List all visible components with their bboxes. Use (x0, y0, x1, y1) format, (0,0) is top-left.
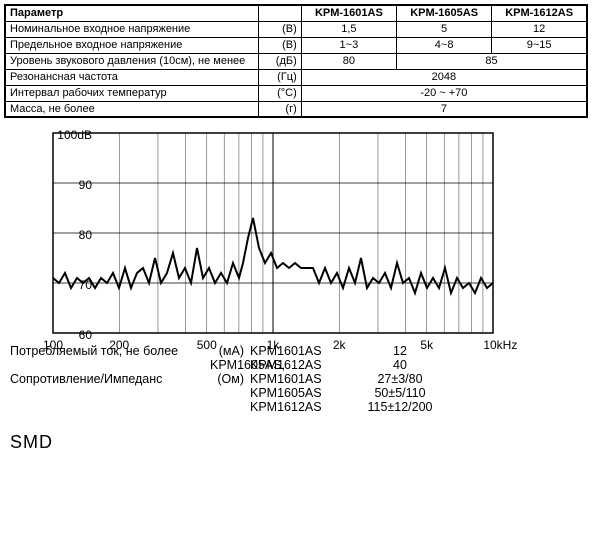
table-row: Масса, не более(г)7 (5, 101, 587, 117)
param-value: 7 (301, 101, 587, 117)
spec-model: KPM1612AS (250, 400, 350, 414)
spec-label: Сопротивление/Импеданс (10, 372, 210, 386)
table-row: Резонансная частота(Гц)2048 (5, 69, 587, 85)
table-row: Уровень звукового давления (10см), не ме… (5, 53, 587, 69)
spec-table: Параметр KPM-1601AS KPM-1605AS KPM-1612A… (4, 4, 588, 118)
x-tick-label: 10k (483, 338, 502, 352)
param-unit: (В) (259, 21, 301, 37)
spec-model: KPM1612AS (250, 358, 350, 372)
header-param: Параметр (5, 5, 259, 21)
y-label-60: 60 (79, 328, 92, 342)
y-label-90: 90 (79, 178, 92, 192)
param-value: -20 ~ +70 (301, 85, 587, 101)
y-label-100: 100dB (57, 128, 92, 142)
smd-label: SMD (10, 432, 588, 453)
table-header-row: Параметр KPM-1601AS KPM-1605AS KPM-1612A… (5, 5, 587, 21)
spec-unit (210, 386, 250, 400)
table-row: Номинальное входное напряжение(В)1,5512 (5, 21, 587, 37)
spec-model: KPM1605AS (250, 386, 350, 400)
header-c3: KPM-1612AS (492, 5, 587, 21)
spec-value: 50±5/110 (350, 386, 450, 400)
param-unit: (дБ) (259, 53, 301, 69)
param-value: 1~3 (301, 37, 396, 53)
param-label: Масса, не более (5, 101, 259, 117)
spec-value: 27±3/80 (350, 372, 450, 386)
param-label: Резонансная частота (5, 69, 259, 85)
x-tick-label: 100 (43, 338, 63, 352)
header-c2: KPM-1605AS (397, 5, 492, 21)
param-label: Номинальное входное напряжение (5, 21, 259, 37)
spec-unit: KPM1605AS, (210, 358, 250, 372)
param-unit: (°С) (259, 85, 301, 101)
param-value: 1,5 (301, 21, 396, 37)
param-value: 85 (397, 53, 588, 69)
param-unit: (г) (259, 101, 301, 117)
table-row: Интервал рабочих температур(°С)-20 ~ +70 (5, 85, 587, 101)
spec-label (10, 400, 210, 414)
x-tick-label: 5k (420, 338, 433, 352)
y-label-70: 70 (79, 278, 92, 292)
param-label: Предельное входное напряжение (5, 37, 259, 53)
param-value: 4~8 (397, 37, 492, 53)
spec-label (10, 386, 210, 400)
param-value: 9~15 (492, 37, 587, 53)
param-value: 2048 (301, 69, 587, 85)
frequency-response-chart: 100dB 90 80 70 60 1002005001k2k5k10kHz (52, 132, 544, 336)
header-c1: KPM-1601AS (301, 5, 396, 21)
spec-value: 40 (350, 358, 450, 372)
param-label: Интервал рабочих температур (5, 85, 259, 101)
spec-row: KPM1612AS115±12/200 (10, 400, 588, 414)
x-tick-label: 500 (197, 338, 217, 352)
y-label-80: 80 (79, 228, 92, 242)
additional-specs: Потребляемый ток, не более(мА)KPM1601AS1… (10, 344, 588, 414)
spec-value: 12 (350, 344, 450, 358)
param-unit: (Гц) (259, 69, 301, 85)
spec-value: 115±12/200 (350, 400, 450, 414)
param-value: 5 (397, 21, 492, 37)
x-unit-label: Hz (503, 338, 518, 352)
spec-unit: (Ом) (210, 372, 250, 386)
x-tick-label: 2k (333, 338, 346, 352)
param-value: 80 (301, 53, 396, 69)
x-tick-label: 1k (267, 338, 280, 352)
param-label: Уровень звукового давления (10см), не ме… (5, 53, 259, 69)
spec-row: Сопротивление/Импеданс(Ом)KPM1601AS27±3/… (10, 372, 588, 386)
param-unit: (В) (259, 37, 301, 53)
header-unit (259, 5, 301, 21)
chart-svg (52, 132, 496, 336)
table-row: Предельное входное напряжение(В)1~34~89~… (5, 37, 587, 53)
spec-row: KPM1605AS,KPM1612AS40 (10, 358, 588, 372)
param-value: 12 (492, 21, 587, 37)
spec-unit (210, 400, 250, 414)
spec-model: KPM1601AS (250, 372, 350, 386)
spec-label (10, 358, 210, 372)
spec-row: KPM1605AS50±5/110 (10, 386, 588, 400)
x-tick-label: 200 (109, 338, 129, 352)
